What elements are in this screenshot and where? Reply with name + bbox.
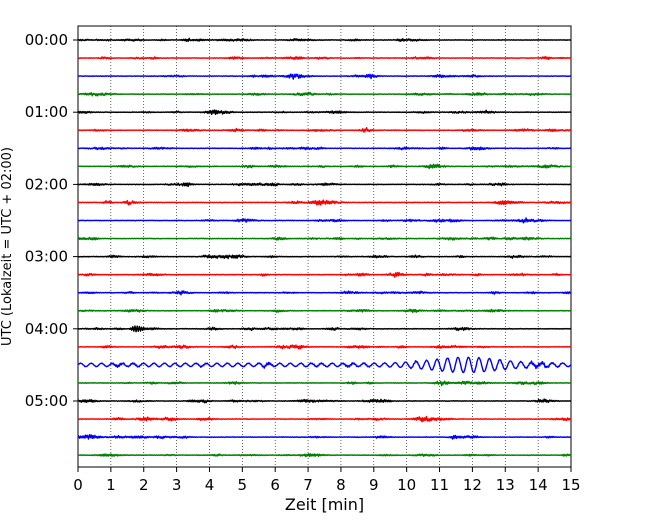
trace-0545 xyxy=(77,453,572,458)
x-tick-label: 3 xyxy=(172,476,182,494)
y-tick-label: 02:00 xyxy=(25,175,68,193)
trace-0245 xyxy=(77,236,572,241)
x-tick-label: 8 xyxy=(336,476,346,494)
y-axis-label: UTC (Lokalzeit = UTC + 02:00) xyxy=(0,147,15,346)
trace-0130 xyxy=(77,146,572,151)
trace-0445 xyxy=(77,380,572,387)
trace-0515 xyxy=(77,415,572,423)
x-tick-label: 5 xyxy=(238,476,248,494)
y-axis: 00:00 01:00 02:00 03:00 04:00 05:00 xyxy=(25,31,78,410)
plot-area xyxy=(77,25,572,468)
x-tick-label: 1 xyxy=(106,476,116,494)
trace-0100 xyxy=(77,109,572,116)
trace-0330 xyxy=(77,290,572,296)
trace-0215 xyxy=(77,199,572,206)
x-tick-label: 7 xyxy=(303,476,313,494)
trace-0030 xyxy=(77,73,572,80)
trace-0315 xyxy=(77,271,572,278)
trace-0300 xyxy=(77,254,572,260)
x-tick-label: 15 xyxy=(561,476,580,494)
x-tick-label: 9 xyxy=(369,476,379,494)
trace-0400 xyxy=(77,325,572,333)
trace-0415 xyxy=(77,344,572,350)
y-tick-label: 05:00 xyxy=(25,392,68,410)
x-tick-label: 13 xyxy=(496,476,515,494)
y-tick-label: 01:00 xyxy=(25,103,68,121)
trace-0500 xyxy=(77,398,572,404)
y-tick-label: 00:00 xyxy=(25,31,68,49)
trace-0045 xyxy=(77,91,572,97)
traces xyxy=(77,37,572,458)
x-tick-label: 0 xyxy=(73,476,83,494)
trace-0530 xyxy=(77,434,572,440)
trace-0145 xyxy=(77,163,572,170)
x-tick-label: 6 xyxy=(270,476,280,494)
trace-0200 xyxy=(77,182,572,188)
trace-0000 xyxy=(77,37,572,43)
x-tick-label: 2 xyxy=(139,476,149,494)
trace-0345 xyxy=(77,308,572,314)
trace-0230 xyxy=(77,217,572,224)
trace-0430 xyxy=(77,356,572,374)
x-tick-label: 12 xyxy=(463,476,482,494)
x-tick-label: 4 xyxy=(205,476,215,494)
x-tick-label: 10 xyxy=(397,476,416,494)
y-tick-label: 04:00 xyxy=(25,320,68,338)
trace-0115 xyxy=(77,127,572,133)
trace-0015 xyxy=(77,55,572,61)
x-axis: 0 1 2 3 4 5 6 7 8 9 10 11 12 13 14 15 xyxy=(73,467,581,494)
x-axis-label: Zeit [min] xyxy=(285,495,364,514)
x-tick-label: 14 xyxy=(529,476,548,494)
y-tick-label: 03:00 xyxy=(25,248,68,266)
x-tick-label: 11 xyxy=(430,476,449,494)
